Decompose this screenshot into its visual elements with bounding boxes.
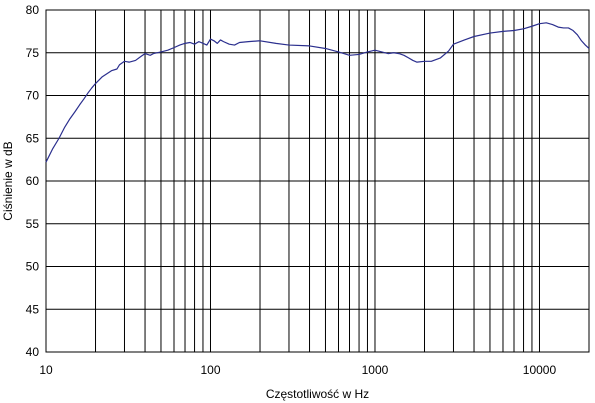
x-axis-label: Częstotliwość w Hz bbox=[266, 387, 369, 401]
y-tick-label: 80 bbox=[26, 3, 40, 17]
x-tick-label: 10000 bbox=[523, 363, 557, 377]
y-tick-label: 55 bbox=[26, 217, 40, 231]
grid bbox=[46, 9, 589, 353]
y-tick-label: 65 bbox=[26, 131, 40, 145]
x-tick-label: 100 bbox=[200, 363, 220, 377]
y-tick-label: 40 bbox=[26, 345, 40, 359]
x-tick-label: 10 bbox=[39, 363, 53, 377]
x-tick-labels: 10 100 1000 10000 bbox=[39, 363, 556, 377]
y-axis-label: Ciśnienie w dB bbox=[1, 141, 15, 220]
x-tick-label: 1000 bbox=[362, 363, 389, 377]
plot-frame bbox=[45, 9, 590, 353]
y-tick-label: 45 bbox=[26, 302, 40, 316]
y-tick-labels: 40 45 50 55 60 65 70 75 80 bbox=[26, 3, 40, 359]
y-tick-label: 50 bbox=[26, 260, 40, 274]
series-layer bbox=[45, 22, 590, 163]
y-tick-label: 60 bbox=[26, 174, 40, 188]
y-tick-label: 75 bbox=[26, 46, 40, 60]
y-tick-label: 70 bbox=[26, 89, 40, 103]
series-line bbox=[45, 22, 590, 163]
